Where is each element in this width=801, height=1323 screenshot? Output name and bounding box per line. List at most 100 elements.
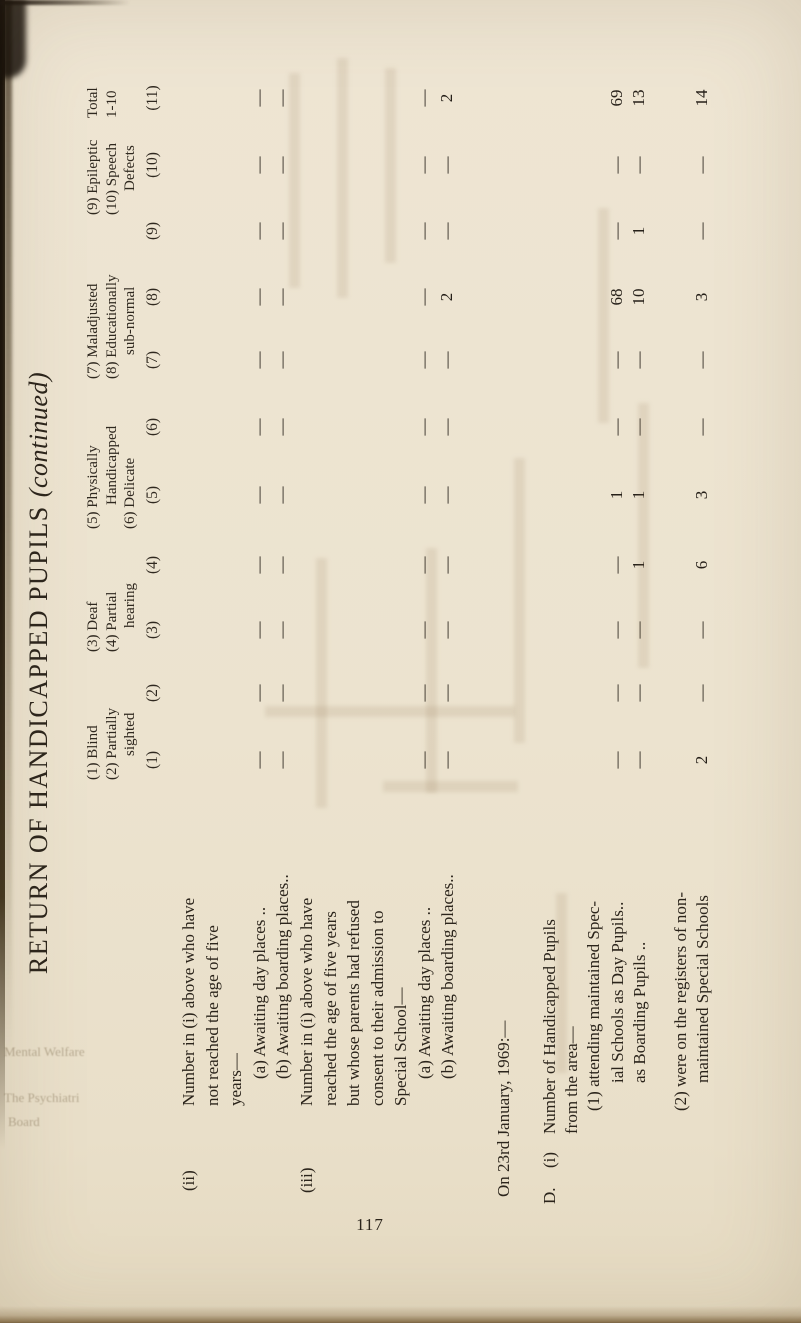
table-cell-dash: —: [248, 751, 268, 769]
column-group-line: hearing: [122, 583, 138, 628]
table-cell-dash: —: [437, 556, 456, 574]
table-cell-dash: —: [629, 751, 648, 769]
row-label-line: Special School—: [391, 987, 410, 1106]
row-label-line: not reached the age of five: [202, 925, 222, 1106]
ghost-stripe: [383, 781, 518, 792]
column-group-label: (3) Deaf (4) Partial hearing: [84, 583, 140, 652]
table-cell-dash: —: [248, 556, 268, 574]
table-cell-dash: —: [248, 89, 268, 107]
table-cell-dash: —: [629, 156, 648, 174]
table-cell-dash: —: [248, 156, 268, 174]
ghost-stripe: [556, 893, 567, 1073]
table-cell-dash: —: [248, 351, 268, 369]
column-group-line: (7) Maladjusted: [85, 283, 101, 379]
column-number: (9): [144, 221, 161, 241]
column-group-line: Defects: [122, 145, 138, 191]
column-group-line: sighted: [122, 712, 138, 756]
table-cell-dash: —: [413, 486, 433, 504]
table-cell-value: 2: [437, 292, 456, 302]
row-label-line: Number in (i) above who have: [297, 897, 316, 1106]
row-label-line: ial Schools as Day Pupils..: [608, 901, 627, 1083]
row-label-line: consent to their admission to: [367, 910, 387, 1106]
column-number: (5): [144, 485, 161, 505]
table-cell-dash: —: [248, 288, 268, 306]
ghost-text: Board: [8, 1114, 40, 1129]
column-number: (3): [144, 620, 161, 640]
row-label-line: (b) Awaiting boarding places..: [438, 874, 457, 1079]
ghost-stripe: [514, 458, 525, 743]
column-group-label: (9) Epileptic (10) Speech Defects: [84, 140, 140, 215]
page-edge-top: [0, 0, 130, 5]
table-cell-dash: —: [607, 156, 626, 174]
table-cell-dash: —: [413, 351, 433, 369]
table-cell-dash: —: [437, 486, 456, 504]
column-group-label: (5) Physically Handicapped (6) Delicate: [84, 426, 140, 529]
table-cell-dash: —: [413, 288, 433, 306]
column-group-line: (8) Educationally: [103, 274, 120, 379]
table-cell-dash: —: [607, 556, 626, 574]
ghost-stripe: [289, 73, 300, 288]
column-group-line: (1) Blind: [85, 725, 101, 780]
table-cell-value: 3: [692, 292, 711, 302]
row-label-line: maintained Special Schools: [693, 895, 712, 1083]
column-number: (11): [144, 85, 161, 111]
column-group-label: (1) Blind (2) Partially sighted: [84, 708, 140, 780]
table-cell-dash: —: [437, 621, 456, 639]
ghost-stripe: [385, 68, 396, 263]
table-cell-dash: —: [692, 621, 711, 639]
table-cell-dash: —: [413, 418, 433, 436]
row-label-line: (1) attending maintained Spec-: [584, 900, 603, 1111]
column-group-line: Handicapped: [103, 425, 120, 505]
column-number: (8): [144, 287, 161, 307]
table-cell-dash: —: [607, 621, 626, 639]
column-group-line: Total: [85, 87, 101, 118]
table-cell-dash: —: [437, 156, 456, 174]
table-cell-dash: —: [272, 751, 291, 769]
ghost-stripe: [598, 208, 609, 423]
table-cell-value: 1: [607, 490, 626, 500]
ghost-stripe: [638, 403, 649, 668]
ghost-stripe: [426, 548, 437, 793]
row-label-line: Number in (i) above who have: [179, 897, 198, 1106]
table-cell-dash: —: [248, 486, 268, 504]
table-cell-dash: —: [692, 156, 711, 174]
title-main: RETURN OF HANDICAPPED PUPILS: [24, 505, 53, 975]
row-label-line: On 23rd January, 1969:—: [494, 1020, 513, 1197]
column-group-line: (3) Deaf: [85, 601, 101, 652]
table-cell-dash: —: [413, 222, 433, 240]
table-cell-dash: —: [692, 418, 711, 436]
column-number: (2): [144, 683, 161, 703]
column-group-line: (9) Epileptic: [85, 139, 101, 215]
table-cell-dash: —: [248, 222, 268, 240]
table-cell-value: 69: [607, 89, 626, 107]
row-label-hang: D.: [540, 1187, 559, 1204]
row-label-hang: (iii): [297, 1167, 316, 1194]
ghost-stripe: [265, 706, 515, 717]
table-cell-dash: —: [437, 351, 456, 369]
row-label-hang: (ii): [179, 1170, 198, 1191]
page-edge-bottom: [0, 1306, 801, 1323]
table-cell-dash: —: [692, 351, 711, 369]
table-cell-value: 2: [437, 93, 456, 103]
table-cell-value: 6: [692, 560, 711, 570]
column-group-label: (7) Maladjusted (8) Educationally sub-norm…: [84, 274, 140, 379]
column-group-line: sub-normal: [122, 286, 138, 355]
row-label-line: (a) Awaiting day places ..: [414, 906, 434, 1079]
table-cell-dash: —: [413, 89, 433, 107]
table-cell-dash: —: [248, 418, 268, 436]
table-cell-dash: —: [272, 556, 291, 574]
column-group-line: 1-10: [103, 90, 120, 119]
row-label-hang: (i): [540, 1151, 559, 1168]
column-number: (7): [144, 350, 161, 370]
title-continued: (continued): [24, 371, 53, 498]
table-cell-dash: —: [607, 684, 626, 702]
row-label-line: as Boarding Pupils ..: [630, 941, 649, 1083]
table-cell-value: 10: [629, 288, 648, 306]
table-cell-value: 3: [692, 490, 711, 500]
table-cell-dash: —: [272, 621, 291, 639]
table-cell-value: 14: [692, 89, 711, 107]
table-cell-dash: —: [272, 351, 291, 369]
table-cell-dash: —: [629, 684, 648, 702]
column-number: (6): [144, 417, 161, 437]
